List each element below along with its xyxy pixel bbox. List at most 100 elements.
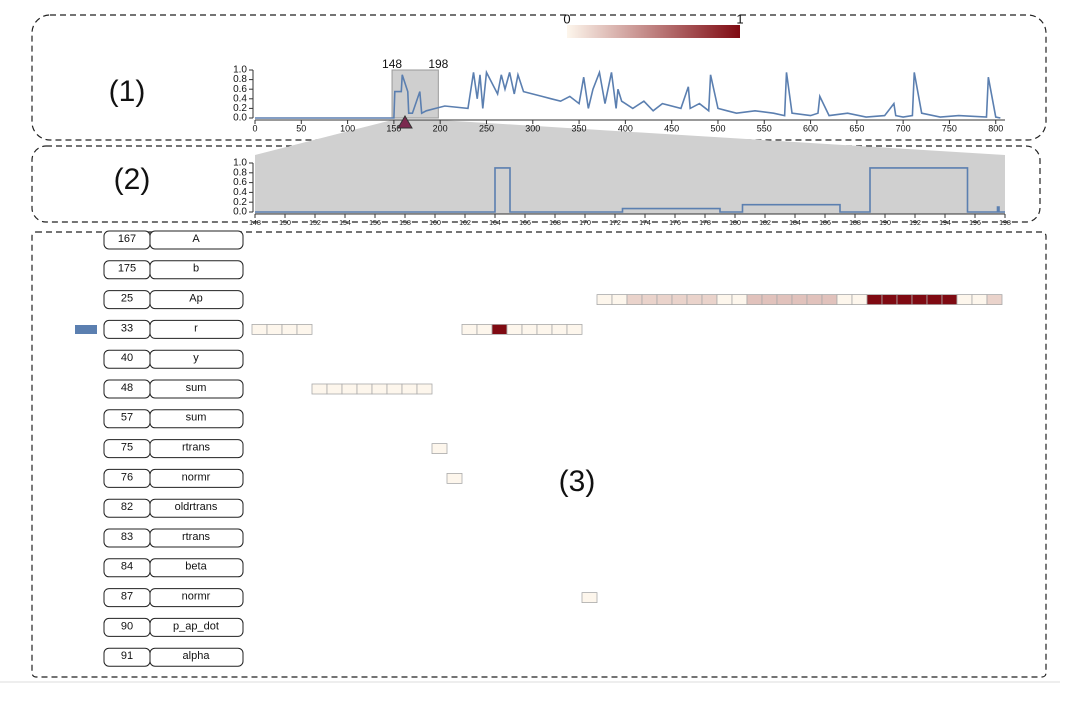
- x-tick-label: 186: [819, 220, 831, 227]
- row-name: normr: [182, 591, 211, 603]
- x-tick-label: 700: [896, 123, 911, 133]
- row-id: 83: [121, 531, 133, 543]
- row-name-box: [149, 290, 244, 310]
- heat-cell: [941, 294, 958, 306]
- y-tick-label: 1.0: [233, 65, 247, 76]
- heat-cell: [971, 294, 988, 306]
- x-tick-label: 180: [729, 220, 741, 227]
- x-tick-label: 800: [988, 123, 1003, 133]
- x-tick-label: 600: [803, 123, 818, 133]
- row-name: p_ap_dot: [173, 620, 219, 632]
- row-id: 57: [121, 412, 133, 424]
- heat-cell: [686, 294, 703, 306]
- row-name: sum: [186, 382, 207, 394]
- heat-cell: [596, 294, 613, 306]
- heat-cell: [716, 294, 733, 306]
- heat-cell: [296, 323, 313, 335]
- brush-label: 148: [382, 57, 402, 71]
- panel-label: (3): [559, 465, 596, 498]
- row-name-box: [149, 349, 244, 369]
- row-id: 75: [121, 442, 133, 454]
- brush-label: 198: [428, 57, 448, 71]
- x-tick-label: 148: [249, 220, 261, 227]
- heat-cell: [476, 323, 493, 335]
- x-tick-label: 650: [849, 123, 864, 133]
- y-tick-label: 0.8: [233, 167, 247, 178]
- x-tick-label: 172: [609, 220, 621, 227]
- selection-marker: [75, 325, 97, 334]
- heat-cell: [761, 294, 778, 306]
- x-tick-label: 182: [759, 220, 771, 227]
- heat-cell: [701, 294, 718, 306]
- x-tick-label: 176: [669, 220, 681, 227]
- y-tick-label: 0.4: [233, 187, 247, 198]
- x-tick-label: 200: [433, 123, 448, 133]
- x-tick-label: 300: [525, 123, 540, 133]
- heat-cell: [431, 443, 448, 455]
- row-name-box: [149, 498, 244, 518]
- x-tick-label: 166: [519, 220, 531, 227]
- heat-cell: [506, 323, 523, 335]
- heat-cell: [371, 383, 388, 395]
- x-tick-label: 162: [459, 220, 471, 227]
- x-tick-label: 150: [279, 220, 291, 227]
- row-id: 90: [121, 620, 133, 632]
- y-tick-label: 0.8: [233, 74, 247, 85]
- detail-bg: [255, 155, 1005, 214]
- row-name-box: [149, 439, 244, 459]
- row-name-box: [149, 588, 244, 608]
- x-tick-label: 500: [710, 123, 725, 133]
- x-tick-label: 174: [639, 220, 651, 227]
- heat-cell: [266, 323, 283, 335]
- x-tick-label: 450: [664, 123, 679, 133]
- heat-cell: [461, 323, 478, 335]
- x-tick-label: 196: [969, 220, 981, 227]
- x-tick-label: 154: [339, 220, 351, 227]
- x-tick-label: 400: [618, 123, 633, 133]
- row-name-box: [149, 468, 244, 488]
- y-tick-label: 0.2: [233, 103, 247, 114]
- heatmap-panel: [31, 231, 1047, 678]
- heat-cell: [911, 294, 928, 306]
- heat-cell: [851, 294, 868, 306]
- colorbar-label: 0: [563, 11, 570, 26]
- heat-cell: [581, 592, 598, 603]
- heat-cell: [791, 294, 808, 306]
- x-tick-label: 168: [549, 220, 561, 227]
- heat-cell: [446, 472, 463, 484]
- row-name: oldrtrans: [175, 501, 218, 513]
- heat-cell: [866, 294, 883, 306]
- zoom-connector: [255, 120, 1005, 155]
- x-tick-label: 152: [309, 220, 321, 227]
- row-id: 48: [121, 382, 133, 394]
- x-tick-label: 158: [399, 220, 411, 227]
- x-tick-label: 184: [789, 220, 801, 227]
- x-tick-label: 550: [757, 123, 772, 133]
- heat-cell: [311, 383, 328, 395]
- data-line: [255, 69, 1001, 119]
- row-id: 87: [121, 591, 133, 603]
- heat-cell: [656, 294, 673, 306]
- row-name-box: [149, 260, 244, 280]
- row-id: 175: [118, 263, 136, 275]
- row-name: beta: [185, 561, 207, 573]
- heat-cell: [626, 294, 643, 306]
- x-tick-label: 350: [572, 123, 587, 133]
- row-id: 167: [118, 233, 136, 245]
- heat-cell: [731, 294, 748, 306]
- x-tick-label: 170: [579, 220, 591, 227]
- heat-cell: [356, 383, 373, 395]
- heat-cell: [671, 294, 688, 306]
- heat-cell: [821, 294, 838, 306]
- heat-cell: [551, 323, 568, 335]
- heat-cell: [776, 294, 793, 306]
- heat-cell: [566, 323, 583, 335]
- panel-label: (1): [109, 75, 146, 108]
- x-tick-label: 250: [479, 123, 494, 133]
- row-name-box: [149, 319, 244, 339]
- heat-cell: [881, 294, 898, 306]
- colorbar-label: 1: [736, 11, 743, 26]
- row-name: sum: [186, 412, 207, 424]
- x-tick-label: 194: [939, 220, 951, 227]
